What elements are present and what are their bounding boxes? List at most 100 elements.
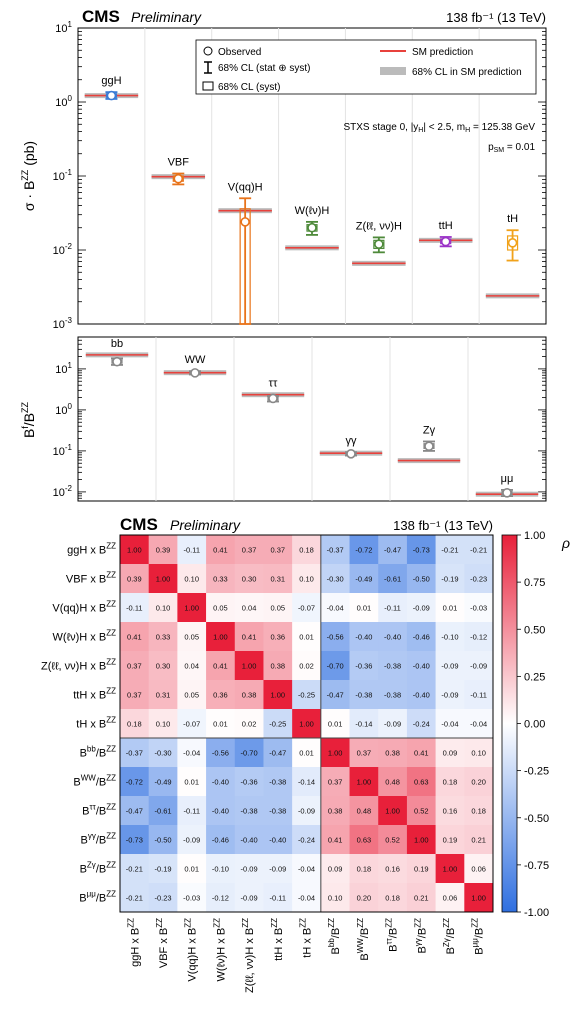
corr-value-8-12: 0.20 (471, 778, 486, 787)
corr-cell-9-4 (234, 796, 264, 826)
corr-value-12-6: -0.04 (298, 894, 315, 903)
corr-value-3-12: -0.12 (470, 633, 487, 642)
corr-value-6-4: 0.02 (242, 720, 257, 729)
corr-cell-9-7 (320, 796, 350, 826)
corr-cell-6-8 (349, 709, 379, 739)
corr-value-3-4: 0.41 (242, 633, 257, 642)
mid-observed-2 (268, 393, 278, 404)
corr-value-3-9: -0.40 (384, 633, 401, 642)
colorbar-tick-5: -0.25 (524, 766, 549, 778)
corr-cell-4-9 (378, 651, 408, 681)
corr-col-label-10: Bγγ/BZZ (413, 918, 428, 954)
top-label-3: W(ℓν)H (295, 205, 330, 217)
corr-value-12-0: -0.21 (126, 894, 143, 903)
corr-cell-0-2 (177, 535, 207, 565)
corr-col-label-8: BWW/BZZ (356, 918, 371, 961)
corr-cell-10-1 (148, 825, 178, 855)
corr-cell-3-4 (234, 622, 264, 652)
corr-cell-0-5 (263, 535, 293, 565)
top-label-5: ttH (439, 220, 453, 232)
corr-value-5-11: -0.09 (441, 691, 458, 700)
corr-cell-2-4 (234, 593, 264, 623)
corr-row-label-2: V(qq)H x BZZ (52, 600, 116, 615)
corr-row-label-11: BZγ/BZZ (80, 861, 117, 876)
corr-value-8-5: -0.38 (269, 778, 286, 787)
corr-value-8-0: -0.72 (126, 778, 143, 787)
corr-value-7-11: 0.09 (443, 749, 458, 758)
corr-value-3-5: 0.36 (271, 633, 286, 642)
corr-cell-9-1 (148, 796, 178, 826)
corr-value-7-7: 1.00 (328, 749, 343, 758)
corr-cell-3-5 (263, 622, 293, 652)
corr-row-label-10: Bγγ/BZZ (80, 832, 116, 847)
corr-cell-3-1 (148, 622, 178, 652)
corr-cell-9-0 (120, 796, 149, 826)
colorbar-tick-8: -1.00 (524, 907, 549, 919)
corr-cell-3-7 (320, 622, 350, 652)
corr-value-10-4: -0.40 (241, 836, 258, 845)
top-point-0: ggH (84, 75, 139, 101)
corr-col-label-7: Bbb/BZZ (327, 918, 342, 955)
corr-value-2-6: -0.07 (298, 604, 315, 613)
corr-cell-12-7 (320, 883, 350, 913)
corr-value-6-7: 0.01 (328, 720, 343, 729)
corr-cell-5-2 (177, 680, 207, 710)
corr-value-10-0: -0.73 (126, 836, 143, 845)
corr-value-3-3: 1.00 (213, 633, 228, 642)
corr-value-9-11: 0.16 (443, 807, 458, 816)
corr-cell-2-3 (206, 593, 236, 623)
corr-cell-7-3 (206, 738, 236, 768)
corr-value-6-5: -0.25 (269, 720, 286, 729)
corr-value-4-11: -0.09 (441, 662, 458, 671)
corr-cell-3-6 (292, 622, 322, 652)
corr-value-8-11: 0.18 (443, 778, 458, 787)
corr-value-0-5: 0.37 (271, 546, 286, 555)
corr-cell-2-0 (120, 593, 149, 623)
corr-cell-4-7 (320, 651, 350, 681)
corr-cms-label: CMS (120, 515, 158, 534)
corr-cell-2-6 (292, 593, 322, 623)
corr-value-6-0: 0.18 (127, 720, 142, 729)
corr-cell-0-8 (349, 535, 379, 565)
corr-value-4-6: 0.02 (299, 662, 314, 671)
corr-value-2-4: 0.04 (242, 604, 257, 613)
correlation-matrix: CMS Preliminary 138 fb⁻¹ (13 TeV) 1.00 0.… (41, 515, 570, 993)
corr-cell-10-11 (435, 825, 465, 855)
stxs-annotation: STXS stage 0, |yH| < 2.5, mH = 125.38 Ge… (343, 122, 535, 134)
corr-cell-10-12 (464, 825, 494, 855)
corr-cell-0-4 (234, 535, 264, 565)
corr-cell-7-9 (378, 738, 408, 768)
top-ytick-label-3: 100 (55, 94, 72, 109)
corr-value-9-2: -0.11 (183, 807, 200, 816)
corr-cell-11-12 (464, 854, 494, 884)
corr-cell-11-0 (120, 854, 149, 884)
corr-cell-0-11 (435, 535, 465, 565)
top-point-6: tH (485, 213, 540, 299)
corr-cell-12-4 (234, 883, 264, 913)
corr-cell-0-3 (206, 535, 236, 565)
corr-value-4-12: -0.09 (470, 662, 487, 671)
preliminary-label: Preliminary (131, 9, 202, 25)
corr-cell-8-0 (120, 767, 149, 797)
psm-annotation: pSM = 0.01 (488, 142, 535, 154)
corr-value-7-9: 0.38 (385, 749, 400, 758)
corr-cell-8-10 (406, 767, 436, 797)
corr-cell-12-10 (406, 883, 436, 913)
corr-value-11-7: 0.09 (328, 865, 343, 874)
corr-cell-1-0 (120, 564, 149, 594)
corr-value-3-6: 0.01 (299, 633, 314, 642)
corr-cell-3-12 (464, 622, 494, 652)
corr-value-1-10: -0.50 (413, 575, 430, 584)
corr-value-7-3: -0.56 (212, 749, 229, 758)
corr-value-12-12: 1.00 (471, 894, 486, 903)
corr-value-0-1: 0.39 (156, 546, 171, 555)
corr-cell-6-10 (406, 709, 436, 739)
mid-label-0: bb (111, 338, 123, 350)
corr-cell-9-2 (177, 796, 207, 826)
corr-value-11-12: 0.06 (471, 865, 486, 874)
corr-value-9-9: 1.00 (385, 807, 400, 816)
corr-value-3-0: 0.41 (127, 633, 142, 642)
corr-cell-7-1 (148, 738, 178, 768)
corr-cell-5-4 (234, 680, 264, 710)
corr-value-7-12: 0.10 (471, 749, 486, 758)
